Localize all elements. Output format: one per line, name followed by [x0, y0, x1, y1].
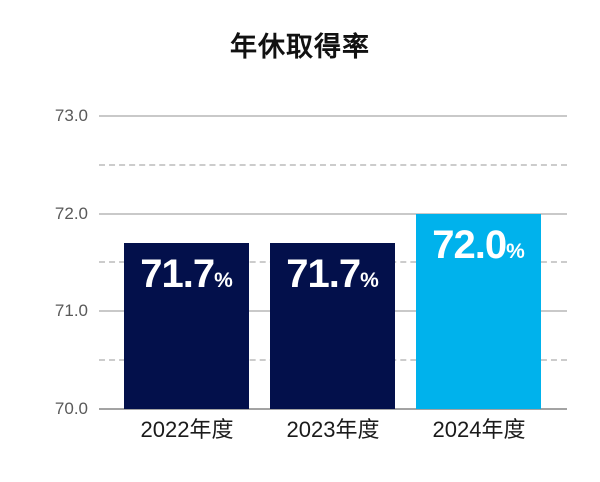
x-tick-label-2024: 2024年度 — [432, 417, 526, 442]
chart-title: 年休取得率 — [230, 32, 370, 62]
x-axis-baseline — [99, 408, 567, 410]
x-tick-label-2022: 2022年度 — [140, 417, 234, 442]
percent-unit: % — [360, 269, 379, 292]
bar-value-label-2024: 72.0% — [432, 223, 525, 267]
bar-value-label-2022: 71.7% — [140, 252, 233, 296]
x-tick-label-2023: 2023年度 — [286, 417, 380, 442]
gridline-72 — [99, 213, 567, 215]
bar-2022: 71.7% — [124, 243, 249, 409]
percent-unit: % — [214, 269, 233, 292]
bar-value-label-2023: 71.7% — [286, 252, 379, 296]
y-tick-label-73: 73.0 — [54, 106, 88, 125]
gridline-73 — [99, 115, 567, 117]
y-tick-label-71: 71.0 — [54, 301, 88, 320]
percent-unit: % — [506, 240, 525, 263]
y-tick-label-72: 72.0 — [54, 204, 88, 223]
bar-2023: 71.7% — [270, 243, 395, 409]
y-tick-label-70: 70.0 — [54, 399, 88, 418]
bar-2024: 72.0% — [416, 214, 541, 409]
gridline-72-5 — [99, 164, 567, 166]
